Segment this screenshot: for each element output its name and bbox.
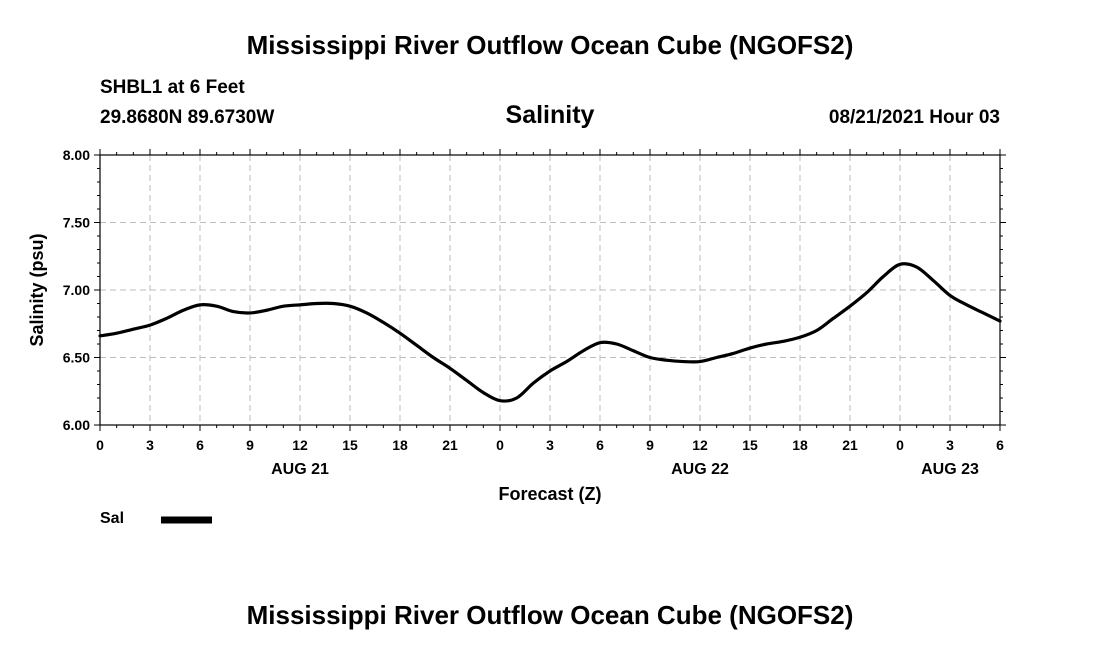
x-tick-label: 6 <box>996 437 1004 453</box>
y-axis-label: Salinity (psu) <box>27 233 47 346</box>
legend-label: Sal <box>100 510 125 527</box>
x-axis-label: Forecast (Z) <box>498 484 601 504</box>
x-tick-label: 12 <box>292 437 308 453</box>
grid-lines <box>100 155 1000 425</box>
x-tick-label: 18 <box>792 437 808 453</box>
y-tick-labels: 6.00 6.50 7.00 7.50 8.00 <box>63 147 90 433</box>
y-tick-label: 7.00 <box>63 282 90 298</box>
x-tick-label: 9 <box>646 437 654 453</box>
x-tick-label: 12 <box>692 437 708 453</box>
x-tick-label: 9 <box>246 437 254 453</box>
date-labels: AUG 21 AUG 22 AUG 23 <box>271 461 979 478</box>
x-tick-label: 15 <box>742 437 758 453</box>
variable-title: Salinity <box>505 101 595 129</box>
x-tick-label: 3 <box>146 437 154 453</box>
forecast-datetime: 08/21/2021 Hour 03 <box>828 107 1000 128</box>
x-tick-label: 0 <box>96 437 104 453</box>
x-tick-label: 3 <box>946 437 954 453</box>
x-tick-label: 0 <box>896 437 904 453</box>
x-tick-label: 18 <box>392 437 408 453</box>
x-tick-label: 0 <box>496 437 504 453</box>
station-label: SHBL1 at 6 Feet <box>100 77 245 98</box>
x-tick-label: 6 <box>596 437 604 453</box>
date-label: AUG 23 <box>921 461 979 478</box>
plot-frame <box>99 154 1001 426</box>
x-tick-labels: 0 3 6 9 12 15 18 21 0 3 6 9 12 15 18 21 0 3 6 <box>96 437 1004 453</box>
station-coordinates: 29.8680N 89.6730W <box>100 107 275 128</box>
x-tick-label: 15 <box>342 437 358 453</box>
chart-title: Mississippi River Outflow Ocean Cube (NG… <box>246 30 854 60</box>
salinity-series-line <box>98 262 1002 403</box>
x-tick-label: 6 <box>196 437 204 453</box>
x-tick-label: 3 <box>546 437 554 453</box>
y-tick-label: 6.50 <box>63 350 90 366</box>
date-label: AUG 22 <box>671 461 729 478</box>
date-label: AUG 21 <box>271 461 329 478</box>
y-tick-label: 6.00 <box>63 417 90 433</box>
y-tick-label: 7.50 <box>63 215 90 231</box>
footer-title: Mississippi River Outflow Ocean Cube (NG… <box>246 600 854 630</box>
x-tick-label: 21 <box>842 437 858 453</box>
y-tick-label: 8.00 <box>63 147 90 163</box>
x-tick-label: 21 <box>442 437 458 453</box>
